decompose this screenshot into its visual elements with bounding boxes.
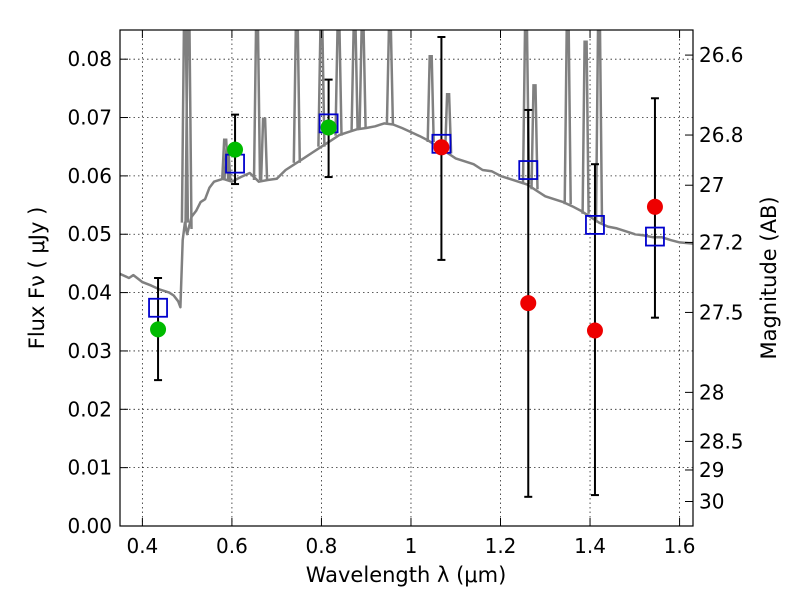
model-photometry-square	[645, 226, 665, 247]
model-spectrum-layer	[120, 30, 693, 309]
nondetection-point	[520, 295, 537, 312]
axis-ticks: 0.4 0.6 0.8 1 1.2 1.4 1.6 0.00 0.01 0.02 0.03 0.04 0…	[67, 30, 744, 558]
detection-point	[150, 321, 167, 338]
right-axis-label: Magnitude (AB)	[757, 196, 781, 359]
emission-line-spike	[530, 84, 539, 190]
x-tick-label: 0.4	[126, 534, 158, 558]
observed-points-layer	[150, 119, 663, 339]
emission-line-spike	[317, 30, 326, 147]
emission-line-spike	[385, 30, 395, 125]
right-tick-label: 27.2	[699, 230, 744, 254]
emission-line-spike	[220, 138, 230, 180]
emission-line-spike	[594, 30, 604, 223]
emission-line-spike	[184, 30, 193, 230]
y-tick-label: 0.05	[67, 222, 112, 246]
right-tick-label: 26.6	[699, 43, 744, 67]
detection-point	[227, 141, 244, 158]
x-tick-label: 1.2	[485, 534, 517, 558]
x-axis-label: Wavelength λ (μm)	[306, 563, 507, 587]
nondetection-point	[433, 139, 450, 156]
right-tick-label: 28	[699, 380, 724, 404]
model-photometry-square	[148, 297, 168, 318]
emission-line-spike	[334, 30, 343, 136]
y-tick-label: 0.03	[67, 339, 112, 363]
plot-frame	[119, 29, 694, 527]
right-tick-label: 27.5	[699, 300, 744, 324]
plot-background	[120, 30, 693, 526]
emission-line-spike	[292, 30, 302, 163]
right-tick-label: 26.8	[699, 123, 744, 147]
emission-line-spike	[259, 117, 269, 181]
data-layer	[120, 30, 693, 498]
emission-line-spike	[443, 92, 453, 154]
right-tick-label: 27	[699, 173, 724, 197]
emission-line-spike	[581, 40, 590, 214]
emission-line-spike	[252, 30, 262, 181]
emission-line-spike	[350, 30, 359, 131]
y-tick-label: 0.00	[67, 514, 112, 538]
right-tick-label: 30	[699, 489, 724, 513]
nondetection-point	[646, 198, 663, 215]
y-tick-label: 0.02	[67, 397, 112, 421]
model-photometry-square	[585, 214, 605, 235]
emission-line-spike	[426, 55, 435, 143]
x-tick-label: 1	[405, 534, 418, 558]
x-tick-label: 0.8	[306, 534, 338, 558]
y-axis-label: Flux Fν ( μJy )	[25, 207, 49, 350]
x-tick-label: 1.6	[664, 534, 696, 558]
emission-line-spike	[521, 30, 531, 185]
y-tick-label: 0.08	[67, 47, 112, 71]
emission-line-spike	[563, 30, 572, 205]
model-photometry-square	[518, 160, 539, 180]
y-tick-label: 0.01	[67, 456, 112, 480]
errorbar-layer	[154, 36, 659, 498]
detection-point	[320, 119, 337, 136]
y-tick-label: 0.04	[67, 281, 112, 305]
y-tick-label: 0.06	[67, 164, 112, 188]
y-tick-label: 0.07	[67, 106, 112, 130]
right-tick-label: 28.5	[699, 429, 744, 453]
nondetection-point	[586, 322, 603, 339]
emission-line-spike	[358, 30, 367, 129]
x-tick-label: 0.6	[216, 534, 248, 558]
x-tick-label: 1.4	[574, 534, 606, 558]
right-tick-label: 29	[699, 458, 724, 482]
